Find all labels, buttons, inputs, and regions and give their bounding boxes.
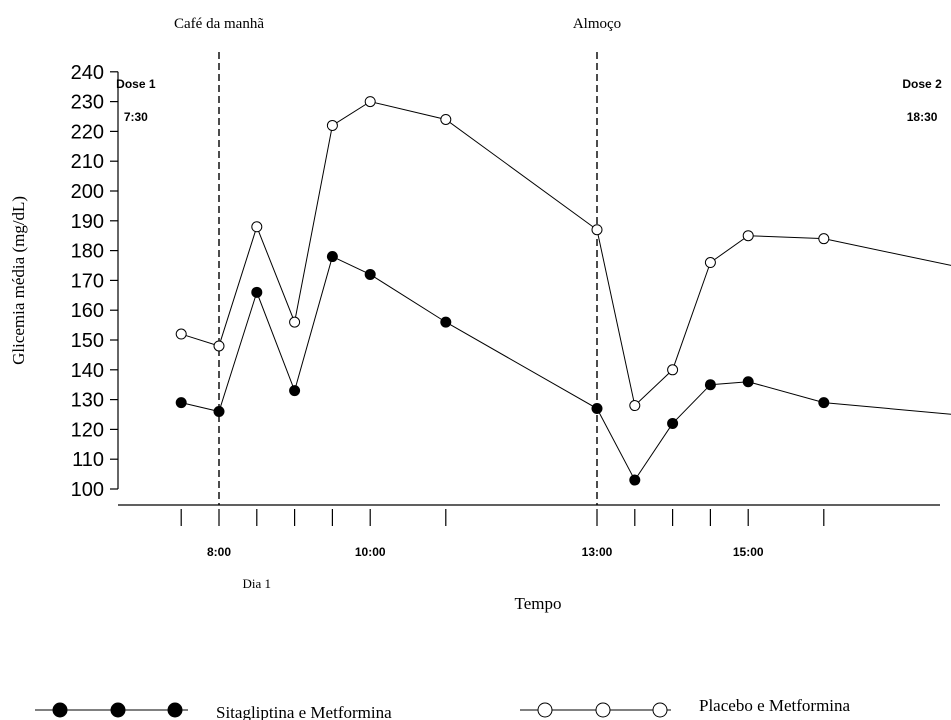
point-placebo [289, 316, 301, 328]
dose-time: 18:30 [907, 110, 938, 124]
point-placebo [818, 233, 830, 245]
series-line-sitagliptina [181, 255, 951, 482]
y-tick-label: 220 [71, 121, 104, 143]
x-tick-label: 15:00 [733, 545, 764, 559]
y-tick-label: 130 [71, 390, 104, 412]
dose-title: Dose 2 [902, 77, 942, 91]
series-lines [181, 101, 951, 482]
y-tick-label: 100 [71, 479, 104, 501]
y-tick-label: 190 [71, 211, 104, 233]
y-tick-label: 170 [71, 270, 104, 292]
y-tick-label: 120 [71, 419, 104, 441]
y-tick-label: 240 [71, 62, 104, 84]
y-tick-label: 200 [71, 181, 104, 203]
point-sitagliptina [364, 268, 376, 280]
series-points [175, 96, 830, 486]
legend-marker [652, 702, 668, 718]
point-placebo [667, 364, 679, 376]
point-sitagliptina [213, 406, 225, 418]
meal-label: Café da manhã [174, 16, 264, 32]
point-sitagliptina [667, 417, 679, 429]
axes: 100 110 120 130 140 150 160 170 180 190 200 210 220 2… [71, 62, 940, 591]
point-sitagliptina [440, 316, 452, 328]
point-placebo [704, 257, 716, 269]
dose-time: 7:30 [124, 110, 148, 124]
point-placebo [175, 328, 187, 340]
point-placebo [251, 221, 263, 233]
point-sitagliptina [326, 251, 338, 263]
point-sitagliptina [629, 474, 641, 486]
y-tick-label: 230 [71, 92, 104, 114]
point-placebo [629, 400, 641, 412]
y-axis-label: Glicemia média (mg/dL) [9, 196, 28, 365]
meal-lines: Café da manhãAlmoçoJantar [174, 16, 621, 505]
point-sitagliptina [289, 385, 301, 397]
meal-label: Almoço [573, 16, 621, 32]
point-sitagliptina [175, 397, 187, 409]
y-tick-label: 150 [71, 330, 104, 352]
x-tick-label: 10:00 [355, 545, 386, 559]
point-sitagliptina [818, 397, 830, 409]
x-tick-label: 8:00 [207, 545, 231, 559]
legend-marker [52, 702, 68, 718]
point-sitagliptina [251, 286, 263, 298]
legend-marker [595, 702, 611, 718]
point-sitagliptina [591, 403, 603, 415]
point-placebo [213, 340, 225, 352]
series-line-placebo [181, 101, 951, 407]
x-tick-label: 13:00 [582, 545, 613, 559]
legend-marker [537, 702, 553, 718]
point-sitagliptina [704, 379, 716, 391]
y-tick-label: 110 [72, 449, 104, 471]
point-placebo [440, 113, 452, 125]
legend: Sitagliptina e Metformina Placebo e Metfo… [35, 696, 851, 720]
point-placebo [364, 96, 376, 108]
legend-marker [110, 702, 126, 718]
point-placebo [742, 230, 754, 242]
legend-marker [167, 702, 183, 718]
legend-label: Placebo e Metformina [699, 696, 851, 715]
point-sitagliptina [742, 376, 754, 388]
y-tick-label: 180 [71, 241, 104, 263]
point-placebo [591, 224, 603, 236]
y-tick-label: 140 [71, 360, 104, 382]
dose-annotations: Dose 1 7:30 Dose 2 18:30 [116, 77, 942, 124]
dose-title: Dose 1 [116, 77, 156, 91]
point-placebo [326, 119, 338, 131]
day-label: Dia 1 [243, 576, 272, 591]
legend-label: Sitagliptina e Metformina [216, 703, 392, 720]
y-tick-label: 160 [71, 300, 104, 322]
y-tick-label: 210 [71, 151, 104, 173]
x-axis-label: Tempo [515, 594, 562, 613]
